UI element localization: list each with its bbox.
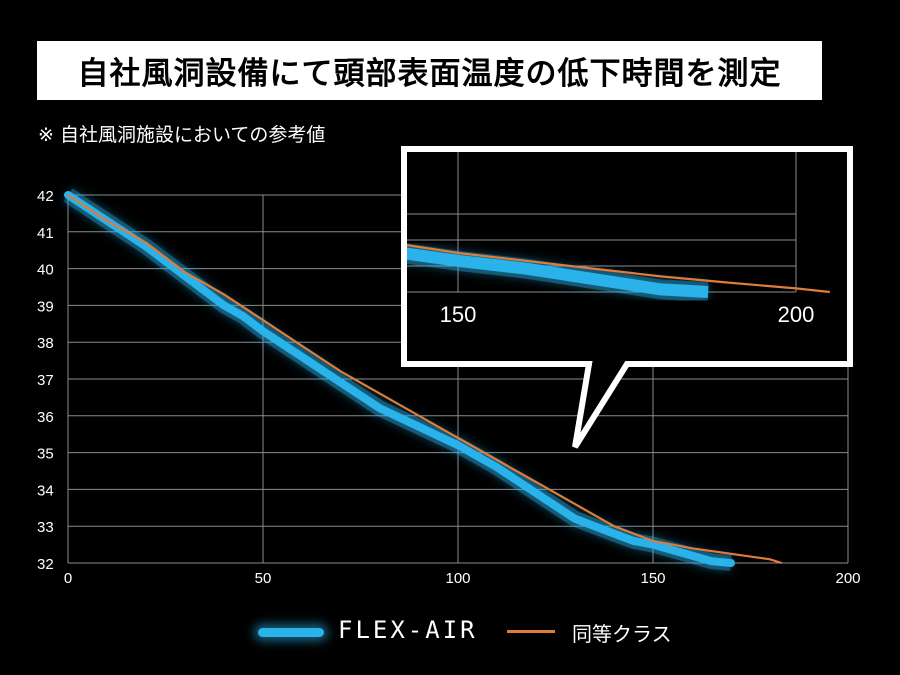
- legend: FLEX-AIR 同等クラス: [0, 606, 900, 656]
- axis-labels: 32 33 34 35 36 37 38 39 40 41 42 0 50 100 150 200: [37, 188, 861, 587]
- legend-flex-air-label: FLEX-AIR: [338, 616, 478, 644]
- y-tick-label: 35: [37, 446, 54, 463]
- y-tick-label: 36: [37, 409, 54, 426]
- y-tick-label: 42: [37, 188, 54, 205]
- legend-flex-air-swatch: [258, 628, 324, 637]
- inset-callout: 150 200: [401, 146, 853, 449]
- y-tick-label: 40: [37, 262, 54, 279]
- y-tick-label: 34: [37, 482, 54, 499]
- inset-plot: [407, 152, 830, 302]
- inset-x-tick-label: 200: [778, 302, 815, 327]
- x-tick-label: 50: [255, 570, 272, 587]
- standard-class-line: [67, 194, 783, 565]
- inset-standard-line: [407, 244, 830, 294]
- flex-air-line: [64, 191, 735, 567]
- series-group: [63, 188, 783, 571]
- chart-title: 自社風洞設備にて頭部表面温度の低下時間を測定: [77, 56, 782, 92]
- y-tick-label: 33: [37, 519, 54, 536]
- x-tick-label: 0: [64, 570, 72, 587]
- y-tick-label: 41: [37, 225, 54, 242]
- x-tick-label: 150: [640, 570, 665, 587]
- inset-frame: [401, 146, 853, 449]
- x-tick-label: 200: [835, 570, 860, 587]
- title-box: 自社風洞設備にて頭部表面温度の低下時間を測定: [37, 41, 822, 100]
- y-tick-label: 39: [37, 298, 54, 315]
- inset-flex-air-line: [407, 247, 709, 298]
- x-tick-label: 100: [445, 570, 470, 587]
- y-tick-label: 37: [37, 372, 54, 389]
- y-tick-label: 38: [37, 335, 54, 352]
- inset-x-tick-label: 150: [440, 302, 477, 327]
- legend-standard-label: 同等クラス: [572, 622, 672, 646]
- legend-standard-swatch: [507, 630, 555, 633]
- y-tick-label: 32: [37, 556, 54, 573]
- chart-subtitle: ※ 自社風洞施設においての参考値: [38, 124, 326, 146]
